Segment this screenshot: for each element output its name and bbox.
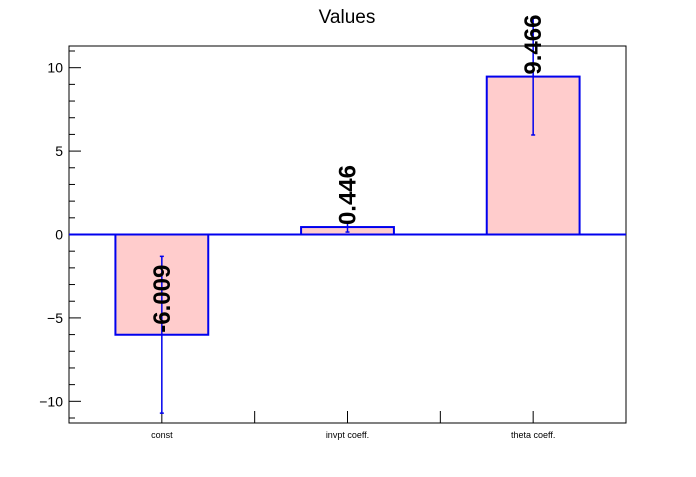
- y-tick-label: 5: [55, 143, 63, 159]
- y-tick-label: 10: [47, 60, 63, 76]
- data-label: -6.009: [149, 265, 176, 333]
- x-category-label: theta coeff.: [511, 430, 555, 440]
- plot-area: −10 −5 0 5 10 -6.009 const 0.446 invpt coeff. 9.4…: [39, 15, 627, 440]
- data-label: 0.446: [335, 165, 362, 225]
- y-tick-label: 0: [55, 227, 63, 243]
- y-tick-label: −5: [47, 310, 63, 326]
- x-category-label: const: [151, 430, 173, 440]
- data-label: 9.466: [520, 15, 547, 75]
- y-tick-label: −10: [39, 393, 63, 409]
- x-category-label: invpt coeff.: [326, 430, 369, 440]
- chart-title: Values: [319, 7, 376, 28]
